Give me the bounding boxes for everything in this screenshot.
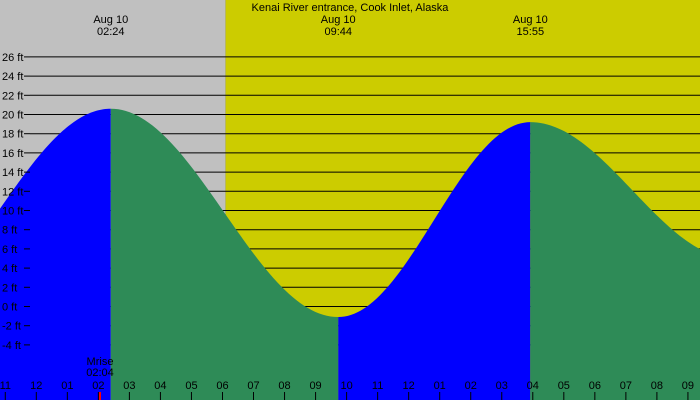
- x-tick-label: 09: [682, 380, 694, 392]
- x-axis-ticks: 11 12 01 02 03 04 05 06 07 08 09 10 11 12 01 02 03 04 05 06…: [0, 380, 694, 400]
- rising-tide-segment: [338, 122, 531, 400]
- x-tick-label: 08: [651, 380, 663, 392]
- x-tick-label: 07: [620, 380, 632, 392]
- moonrise-label: Mrise: [87, 356, 114, 368]
- y-tick-label: 6 ft: [2, 244, 17, 256]
- y-tick-label: 12 ft: [2, 186, 23, 198]
- y-tick-label: 22 ft: [2, 90, 23, 102]
- rising-tide-segment: [0, 108, 111, 400]
- event-time: 02:24: [97, 26, 125, 38]
- y-tick-label: -4 ft: [2, 340, 21, 352]
- x-tick-label: 06: [589, 380, 601, 392]
- chart-title: Kenai River entrance, Cook Inlet, Alaska: [252, 2, 450, 14]
- x-tick-label: 11: [0, 380, 11, 392]
- x-tick-label: 10: [340, 380, 352, 392]
- y-tick-label: 24 ft: [2, 71, 23, 83]
- y-tick-label: 2 ft: [2, 282, 17, 294]
- y-tick-label: 26 ft: [2, 52, 23, 64]
- event-date: Aug 10: [321, 14, 356, 26]
- y-tick-label: 20 ft: [2, 110, 23, 122]
- event-date: Aug 10: [513, 14, 548, 26]
- y-tick-label: 16 ft: [2, 148, 23, 160]
- moonrise-time: 02:04: [86, 367, 114, 379]
- moonrise-annotation: Mrise 02:04: [86, 356, 114, 400]
- y-tick-label: 0 ft: [2, 302, 17, 314]
- tide-area: [0, 108, 700, 400]
- x-tick-label: 06: [216, 380, 228, 392]
- y-tick-label: 14 ft: [2, 167, 23, 179]
- y-tick-label: 18 ft: [2, 129, 23, 141]
- x-tick-label: 05: [185, 380, 197, 392]
- x-tick-label: 03: [123, 380, 135, 392]
- x-tick-label: 12: [30, 380, 42, 392]
- y-axis-ticks: 26 ft 24 ft 22 ft 20 ft 18 ft 16 ft 14 ft 12 ft…: [2, 52, 30, 352]
- event-time: 09:44: [324, 26, 352, 38]
- y-tick-label: 4 ft: [2, 263, 17, 275]
- x-tick-label: 08: [278, 380, 290, 392]
- y-tick-label: 10 ft: [2, 206, 23, 218]
- x-tick-label: 07: [247, 380, 259, 392]
- y-tick-label: -2 ft: [2, 321, 21, 333]
- x-tick-label: 03: [496, 380, 508, 392]
- x-tick-label: 01: [434, 380, 446, 392]
- x-tick-label: 05: [558, 380, 570, 392]
- x-tick-label: 02: [92, 380, 104, 392]
- falling-tide-segment: [530, 122, 700, 400]
- x-tick-label: 01: [61, 380, 73, 392]
- x-tick-label: 04: [154, 380, 166, 392]
- x-tick-label: 04: [527, 380, 539, 392]
- x-tick-label: 02: [465, 380, 477, 392]
- y-tick-label: 8 ft: [2, 225, 17, 237]
- x-tick-label: 11: [372, 380, 383, 392]
- event-date: Aug 10: [93, 14, 128, 26]
- event-time: 15:55: [517, 26, 545, 38]
- falling-tide-segment: [110, 108, 339, 400]
- x-tick-label: 09: [309, 380, 321, 392]
- x-tick-label: 12: [403, 380, 415, 392]
